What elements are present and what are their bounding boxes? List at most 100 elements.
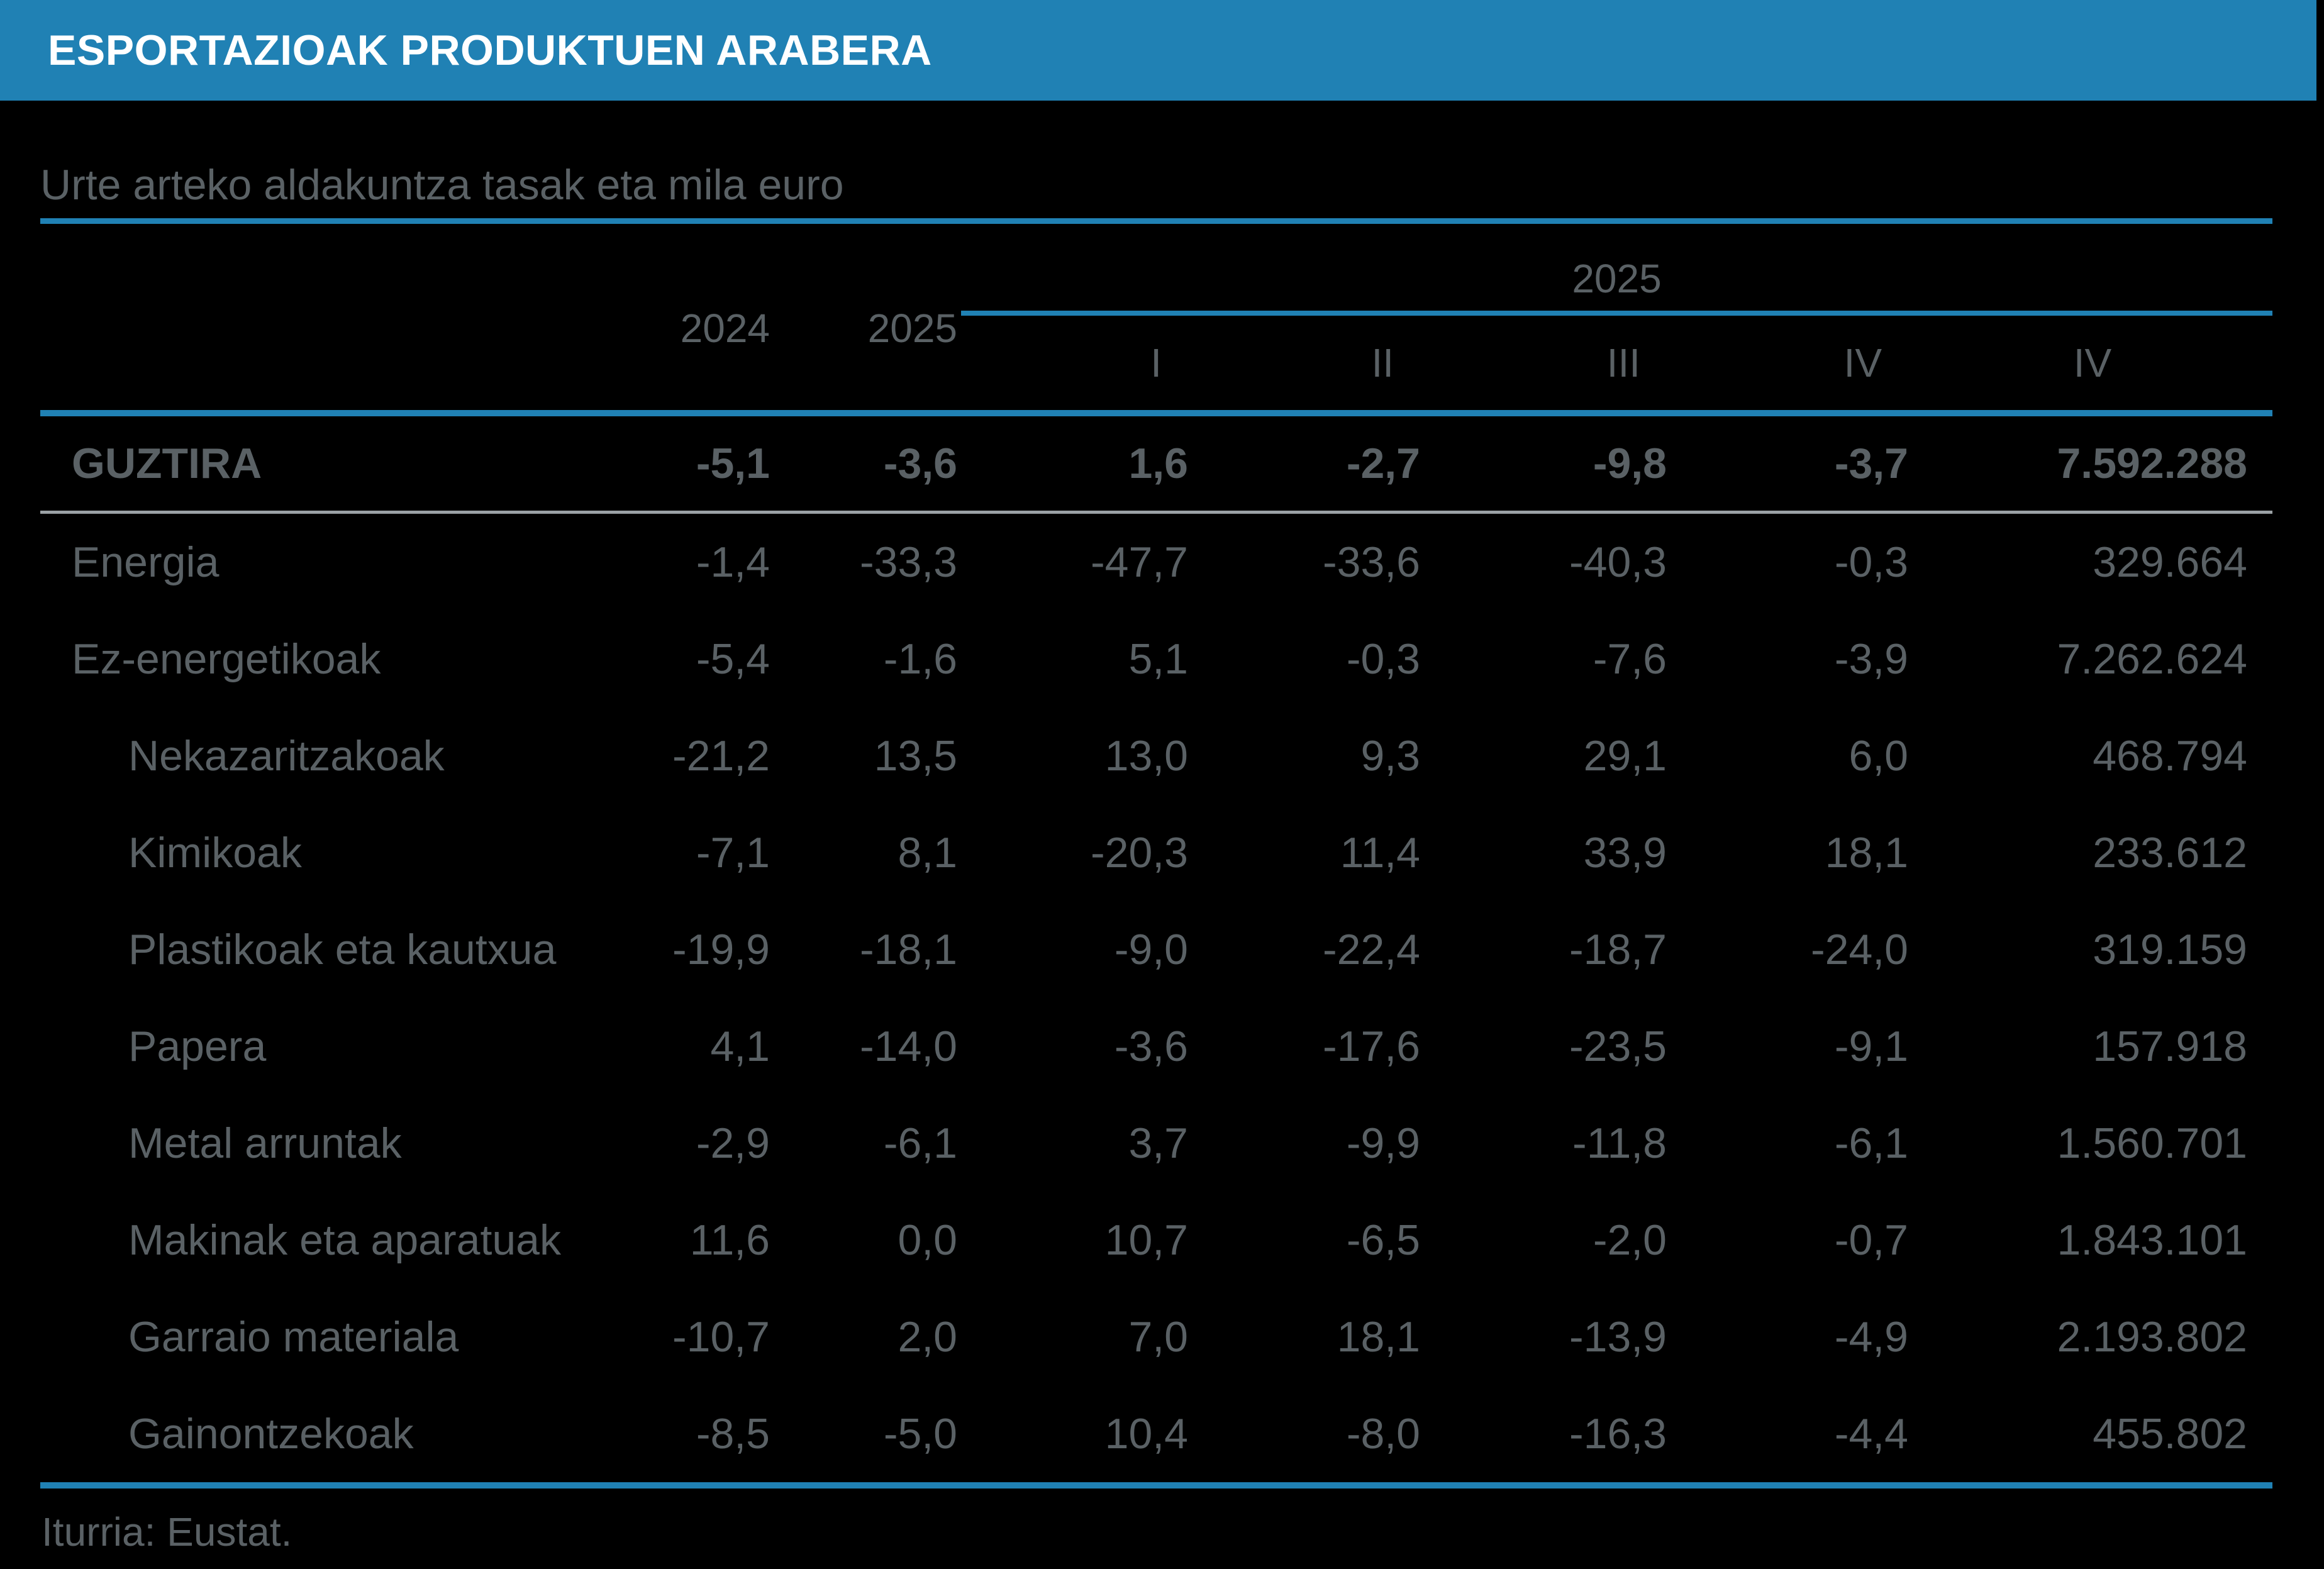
row-label: Energia [72, 538, 220, 586]
header-row-group: 2024 2025 2025 [40, 247, 2272, 416]
row-label: Gainontzekoak [128, 1410, 414, 1458]
table-header: 2024 2025 2025 I II III IV IV [40, 247, 2272, 416]
value-cell: -24,0 [1811, 926, 1908, 973]
value-cell: -7,1 [696, 829, 770, 877]
value-cell-euro: 7.262.624 [2057, 635, 2247, 683]
value-cell-euro: 329.664 [2093, 538, 2247, 586]
col-header-2025: 2025 [774, 247, 961, 416]
quarter-header-ii: II [1192, 313, 1424, 416]
value-cell: -9,9 [1346, 1119, 1420, 1167]
table-row: Gainontzekoak -8,5 -5,0 10,4 -8,0 -16,3 -4,4 45… [40, 1385, 2272, 1485]
value-cell: -3,6 [774, 413, 961, 514]
value-cell: 29,1 [1583, 732, 1667, 780]
header-label-spacer [40, 247, 585, 416]
row-label: Kimikoak [128, 829, 302, 877]
value-cell: -5,0 [883, 1410, 957, 1458]
value-cell: -8,0 [1346, 1410, 1420, 1458]
value-cell: 18,1 [1825, 829, 1908, 877]
table-body: GUZTIRA -5,1 -3,6 1,6 -2,7 -9,8 -3,7 7.592.288 E… [40, 413, 2272, 1485]
value-cell-euro: 1.560.701 [2057, 1119, 2247, 1167]
value-cell: -0,3 [1346, 635, 1420, 683]
value-cell-euro: 468.794 [2093, 732, 2247, 780]
value-cell: -3,9 [1834, 635, 1908, 683]
col-group-2025: 2025 [961, 247, 2272, 316]
row-label: Plastikoak eta kautxua [128, 926, 557, 973]
value-cell-euro: 1.843.101 [2057, 1216, 2247, 1264]
value-cell: 6,0 [1849, 732, 1908, 780]
row-label: Makinak eta aparatuak [128, 1216, 561, 1264]
value-cell: -5,1 [585, 413, 774, 514]
value-cell: -7,6 [1593, 635, 1667, 683]
value-cell: -0,7 [1834, 1216, 1908, 1264]
table-row: Papera 4,1 -14,0 -3,6 -17,6 -23,5 -9,1 157.918 [40, 998, 2272, 1095]
value-cell: -33,6 [1323, 538, 1420, 586]
data-table: 2024 2025 2025 I II III IV IV GUZTIRA -5,… [40, 247, 2272, 1489]
value-cell-euro: 2.193.802 [2057, 1313, 2247, 1361]
value-cell: -0,3 [1834, 538, 1908, 586]
value-cell: -3,6 [1114, 1023, 1188, 1070]
quarter-header-iv: IV [1671, 313, 1912, 416]
row-label: Ez-energetikoak [72, 635, 381, 683]
value-cell: -47,7 [1091, 538, 1188, 586]
value-cell: -19,9 [672, 926, 770, 973]
row-label: Metal arruntak [128, 1119, 402, 1167]
value-cell: -18,7 [1569, 926, 1667, 973]
value-cell: 13,0 [1104, 732, 1188, 780]
value-cell-euro: 455.802 [2093, 1410, 2247, 1458]
table-row: Ez-energetikoak -5,4 -1,6 5,1 -0,3 -7,6 -3,9 7.… [40, 611, 2272, 707]
value-cell: 1,6 [961, 413, 1192, 514]
value-cell: -1,4 [696, 538, 770, 586]
quarter-header-iv-euro: IV [1912, 313, 2272, 416]
value-cell: -10,7 [672, 1313, 770, 1361]
row-label: GUZTIRA [40, 413, 585, 514]
value-cell: -16,3 [1569, 1410, 1667, 1458]
value-cell: 0,0 [898, 1216, 957, 1264]
value-cell-euro: 157.918 [2093, 1023, 2247, 1070]
table-row: Nekazaritzakoak -21,2 13,5 13,0 9,3 29,1 6,0 46… [40, 707, 2272, 804]
value-cell: -5,4 [696, 635, 770, 683]
value-cell-euro: 319.159 [2093, 926, 2247, 973]
value-cell: -14,0 [860, 1023, 957, 1070]
value-cell: -33,3 [860, 538, 957, 586]
value-cell: 11,4 [1340, 829, 1420, 877]
row-label: Garraio materiala [128, 1313, 459, 1361]
value-cell: -3,7 [1671, 413, 1912, 514]
value-cell: -18,1 [860, 926, 957, 973]
subtitle-rule [40, 218, 2272, 224]
row-label: Nekazaritzakoak [128, 732, 445, 780]
value-cell: -6,5 [1346, 1216, 1420, 1264]
value-cell: 3,7 [1128, 1119, 1188, 1167]
value-cell: -13,9 [1569, 1313, 1667, 1361]
title-bar: ESPORTAZIOAK PRODUKTUEN ARABERA [0, 0, 2316, 101]
value-cell: -4,4 [1834, 1410, 1908, 1458]
value-cell: -2,7 [1192, 413, 1424, 514]
value-cell: -8,5 [696, 1410, 770, 1458]
value-cell: 2,0 [898, 1313, 957, 1361]
value-cell: 18,1 [1337, 1313, 1420, 1361]
table-row-total: GUZTIRA -5,1 -3,6 1,6 -2,7 -9,8 -3,7 7.592.288 [40, 413, 2272, 514]
value-cell: 10,4 [1104, 1410, 1188, 1458]
value-cell-euro: 233.612 [2093, 829, 2247, 877]
value-cell: -2,0 [1593, 1216, 1667, 1264]
value-cell: 10,7 [1104, 1216, 1188, 1264]
value-cell: 33,9 [1583, 829, 1667, 877]
value-cell: -17,6 [1323, 1023, 1420, 1070]
page-title: ESPORTAZIOAK PRODUKTUEN ARABERA [48, 26, 932, 74]
value-cell: 9,3 [1360, 732, 1420, 780]
quarter-header-iii: III [1424, 313, 1671, 416]
value-cell: -6,1 [1834, 1119, 1908, 1167]
value-cell: -4,9 [1834, 1313, 1908, 1361]
value-cell: 4,1 [710, 1023, 770, 1070]
value-cell: 11,6 [689, 1216, 770, 1264]
table-row: Metal arruntak -2,9 -6,1 3,7 -9,9 -11,8 -6,1 1.… [40, 1095, 2272, 1192]
table-row: Plastikoak eta kautxua -19,9 -18,1 -9,0 -22,… [40, 901, 2272, 998]
value-cell: 7,0 [1128, 1313, 1188, 1361]
value-cell: -9,0 [1114, 926, 1188, 973]
value-cell: -1,6 [883, 635, 957, 683]
table-row: Kimikoak -7,1 8,1 -20,3 11,4 33,9 18,1 233.612 [40, 804, 2272, 901]
table-row: Energia -1,4 -33,3 -47,7 -33,6 -40,3 -0,3 329.6… [40, 513, 2272, 611]
value-cell: -40,3 [1569, 538, 1667, 586]
value-cell: -9,1 [1834, 1023, 1908, 1070]
source-note: Iturria: Eustat. [42, 1509, 292, 1555]
